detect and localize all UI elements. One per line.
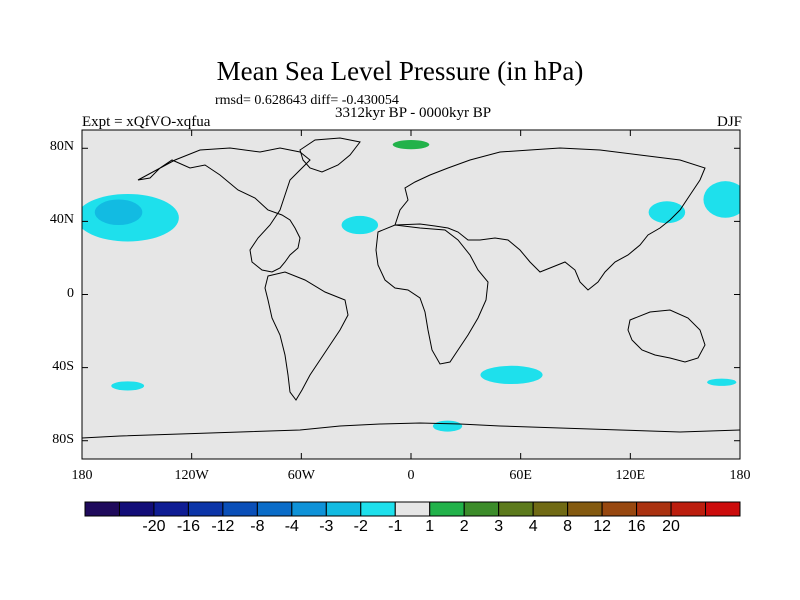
colorbar-label: -1 — [388, 518, 403, 535]
anomaly-region-south-pacific — [111, 381, 145, 391]
colorbar-label: 2 — [459, 518, 469, 535]
colorbar — [84, 501, 741, 517]
coastline-africa — [375, 224, 489, 365]
map-background — [82, 130, 740, 459]
colorbar-swatch — [498, 501, 534, 517]
anomaly-region-arctic-siberia — [392, 140, 430, 150]
lat-tick-label: 0 — [67, 285, 74, 301]
colorbar-swatch — [153, 501, 189, 517]
colorbar-swatch — [394, 501, 431, 517]
anomaly-region-north-atlantic — [341, 215, 379, 235]
rmsd-diff-stats: rmsd= 0.628643 diff= -0.430054 — [215, 93, 399, 108]
colorbar-label: -12 — [211, 518, 235, 535]
colorbar-swatch — [118, 501, 155, 517]
time-range-subtitle: 3312kyr BP - 0000kyr BP — [334, 105, 492, 121]
anomaly-region-south-pacific-east — [707, 378, 737, 386]
colorbar-label: -2 — [353, 518, 368, 535]
coastline-south-america — [264, 271, 349, 401]
colorbar-swatch — [567, 501, 603, 517]
colorbar-label: 8 — [563, 518, 573, 535]
colorbar-swatch — [463, 501, 500, 517]
coastline-north-america — [137, 147, 311, 273]
colorbar-swatch — [532, 501, 569, 517]
map-title: Mean Sea Level Pressure (in hPa) — [216, 56, 584, 86]
lon-tick-label: 180 — [729, 468, 751, 483]
anomaly-fills — [82, 140, 740, 432]
lat-tick-label: 80S — [52, 431, 74, 447]
coastline-antarctica — [82, 422, 740, 439]
lon-tick-label: 180 — [71, 468, 93, 483]
season-label: DJF — [716, 114, 742, 130]
colorbar-swatch — [636, 501, 672, 517]
anomaly-region-ne-pacific-edge — [703, 181, 740, 218]
lat-tick-label: 80N — [49, 139, 74, 155]
colorbar-label: 20 — [662, 518, 680, 535]
colorbar-label: -20 — [142, 518, 166, 535]
anomaly-region-north-pacific-core — [94, 199, 143, 226]
coastline-eurasia — [394, 147, 706, 291]
coastline-australia — [627, 309, 706, 363]
lon-tick-label: 60W — [287, 468, 315, 483]
colorbar-label: 1 — [425, 518, 435, 535]
colorbar-label: -8 — [250, 518, 265, 535]
colorbar-label: 12 — [593, 518, 611, 535]
colorbar-swatch — [325, 501, 362, 517]
colorbar-label: -3 — [319, 518, 334, 535]
colorbar-swatch — [670, 501, 707, 517]
colorbar-swatch — [601, 501, 638, 517]
lon-tick-label: 120E — [615, 468, 646, 483]
colorbar-label: 16 — [627, 518, 646, 535]
lat-tick-label: 40S — [52, 358, 74, 374]
colorbar-label: -16 — [176, 518, 200, 535]
lon-tick-label: 0 — [407, 468, 415, 483]
colorbar-swatch — [360, 501, 396, 517]
axis-ticks — [81, 130, 741, 459]
lon-tick-label: 60E — [509, 468, 532, 483]
colorbar-swatch — [222, 501, 258, 517]
colorbar-label: 4 — [528, 518, 538, 535]
coastline-greenland — [299, 137, 361, 173]
colorbar-swatch — [84, 501, 120, 517]
experiment-label: Expt = xQfVO-xqfua — [82, 114, 211, 130]
colorbar-swatch — [705, 501, 741, 517]
coastlines — [82, 137, 740, 439]
anomaly-region-antarctic-coast — [432, 420, 463, 432]
colorbar-swatch — [429, 501, 465, 517]
lat-tick-label: 40N — [49, 212, 74, 228]
colorbar-swatch — [291, 501, 327, 517]
anomaly-region-southern-indian — [480, 365, 543, 385]
colorbar-label: -4 — [284, 518, 299, 535]
lon-tick-label: 120W — [174, 468, 209, 483]
colorbar-swatch — [187, 501, 224, 517]
colorbar-label: 3 — [494, 518, 504, 535]
colorbar-swatch — [256, 501, 293, 517]
anomaly-region-east-asia — [648, 201, 686, 224]
